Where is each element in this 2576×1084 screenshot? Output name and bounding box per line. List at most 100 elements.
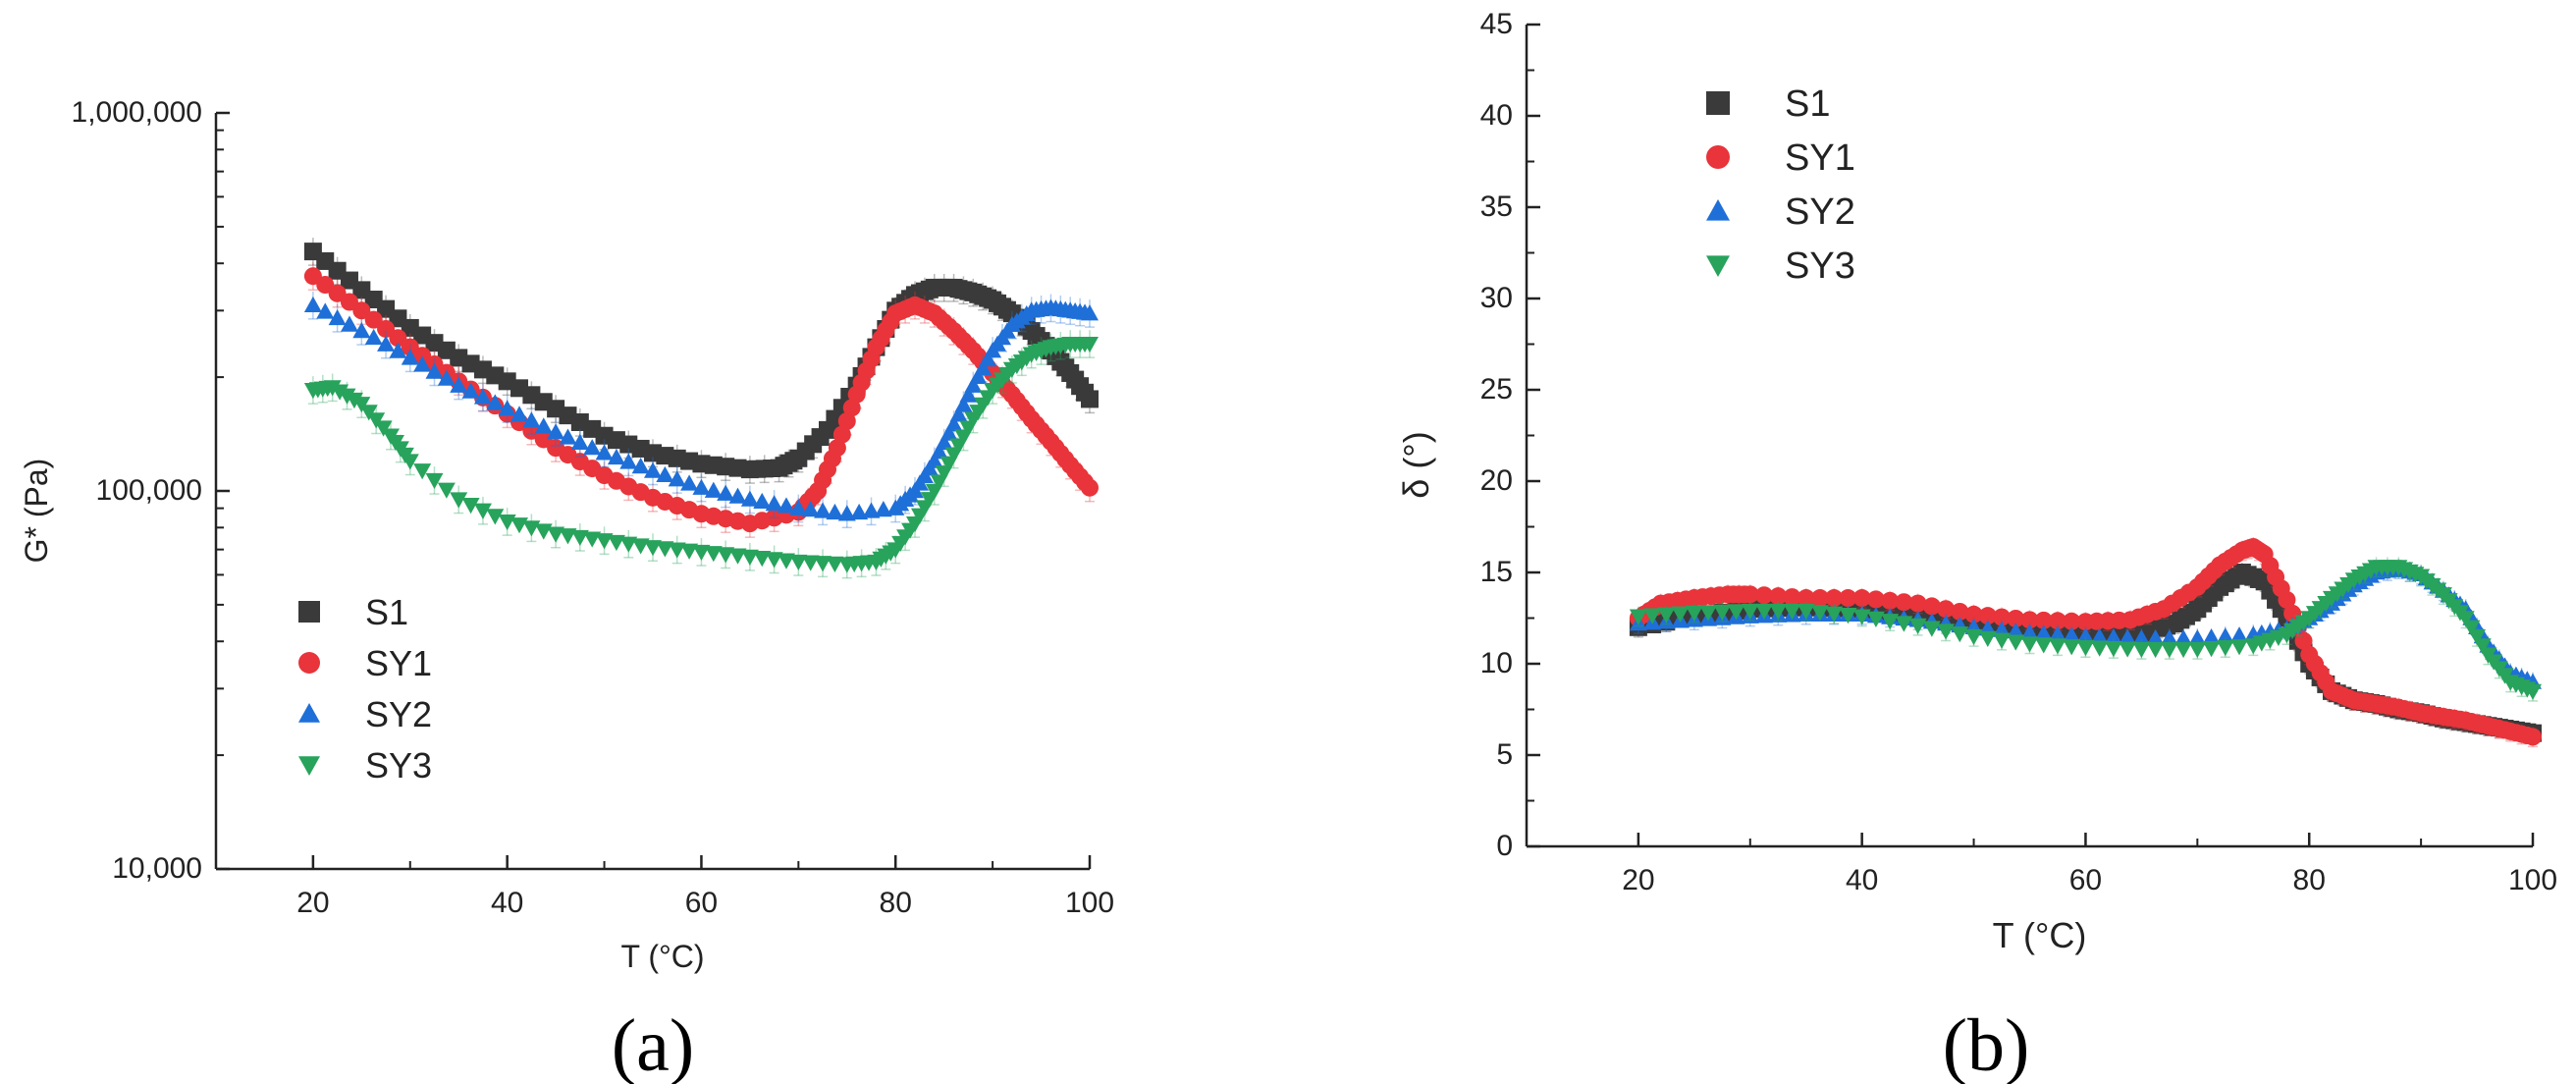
- legend-marker-SY2: [1706, 199, 1730, 221]
- x-tick-label: 20: [1622, 864, 1654, 896]
- panel-b-label: (b): [1943, 1004, 2030, 1084]
- data-point-fill: [473, 503, 492, 519]
- data-point-fill: [979, 351, 997, 367]
- x-tick-label: 100: [2508, 864, 2557, 896]
- data-point-fill: [717, 484, 735, 501]
- data-point-fill: [2104, 628, 2122, 645]
- data-point-fill: [862, 502, 881, 518]
- legend-marker-S1: [1706, 91, 1730, 115]
- y-tick-label: 40: [1480, 99, 1513, 132]
- y-tick-label: 35: [1480, 190, 1513, 223]
- data-point-fill: [1993, 632, 2012, 649]
- data-point: [828, 439, 846, 458]
- data-point-fill: [2119, 641, 2137, 658]
- data-point-fill: [1839, 589, 1857, 608]
- data-point: [644, 461, 662, 478]
- data-point-fill: [1839, 608, 1857, 624]
- data-point-fill: [345, 392, 363, 409]
- data-point-fill: [801, 501, 820, 517]
- data-point: [1685, 605, 1703, 622]
- legend-marker-SY2: [298, 703, 320, 723]
- data-point: [2020, 623, 2039, 640]
- legend-label-SY3: SY3: [1785, 245, 1855, 287]
- data-point-fill: [765, 552, 783, 569]
- data-point: [692, 478, 711, 495]
- y-tick-label: 15: [1480, 556, 1513, 588]
- data-point-fill: [389, 329, 407, 348]
- data-point-fill: [2216, 627, 2234, 644]
- data-point-fill: [656, 465, 674, 483]
- data-point: [789, 554, 808, 571]
- data-point-fill: [2202, 628, 2221, 645]
- data-point: [789, 499, 808, 515]
- data-point-fill: [331, 384, 349, 401]
- series-SY1: [1629, 536, 2542, 748]
- data-point: [323, 380, 342, 397]
- data-point-fill: [510, 406, 529, 422]
- data-point: [352, 322, 371, 339]
- data-point-fill: [607, 448, 625, 465]
- data-point-fill: [328, 308, 347, 326]
- data-point-fill: [2034, 624, 2053, 641]
- data-point-fill: [2174, 628, 2193, 646]
- data-point-fill: [359, 405, 378, 421]
- data-point-fill: [1881, 614, 1900, 630]
- data-point-fill: [1825, 606, 1844, 623]
- data-point-fill: [728, 487, 747, 504]
- data-point-fill: [413, 463, 432, 480]
- data-point: [498, 400, 516, 416]
- data-point-fill: [2468, 628, 2487, 646]
- data-point-fill: [1671, 606, 1690, 623]
- data-point-fill: [2090, 640, 2109, 657]
- data-point-fill: [2034, 611, 2053, 629]
- data-point-fill: [1810, 589, 1829, 608]
- data-point-fill: [619, 453, 638, 469]
- data-point-fill: [2007, 622, 2025, 639]
- y-axis-title: δ (°): [1396, 431, 1436, 498]
- legend-marker-S1: [298, 601, 320, 623]
- data-point: [595, 444, 614, 461]
- panel-a-label: (a): [612, 1004, 694, 1084]
- data-point: [740, 549, 759, 566]
- data-point-fill: [777, 553, 795, 569]
- legend-label-SY3: SY3: [365, 745, 432, 786]
- series-SY3: [1629, 557, 2542, 702]
- data-point-fill: [1978, 607, 1997, 625]
- data-point-fill: [837, 411, 856, 430]
- data-point-fill: [340, 315, 358, 332]
- data-point-fill: [974, 358, 993, 376]
- data-point-fill: [939, 424, 958, 441]
- series-SY3: [303, 330, 1099, 579]
- data-point-fill: [338, 388, 356, 405]
- data-point-fill: [607, 534, 625, 552]
- data-point-fill: [1755, 586, 1774, 605]
- data-point-fill: [680, 474, 699, 491]
- data-point-fill: [874, 501, 892, 517]
- y-tick-label: 1,000,000: [72, 96, 202, 129]
- data-point-fill: [2230, 639, 2249, 656]
- data-point: [1964, 628, 1983, 646]
- data-point-fill: [316, 302, 335, 319]
- data-point-fill: [1755, 603, 1774, 621]
- data-point-fill: [522, 411, 541, 428]
- x-tick-label: 40: [491, 887, 523, 919]
- data-point: [2076, 627, 2095, 644]
- data-point: [401, 454, 419, 470]
- data-point: [1081, 304, 1099, 321]
- data-point: [1741, 585, 1759, 604]
- data-point-fill: [2174, 641, 2193, 659]
- x-tick-label: 60: [2069, 864, 2102, 896]
- data-point-fill: [2007, 609, 2025, 627]
- data-point-fill: [559, 428, 577, 445]
- data-point: [1081, 478, 1099, 497]
- data-point-fill: [842, 399, 861, 417]
- y-tick-label: 100,000: [96, 474, 202, 507]
- data-point-fill: [631, 458, 650, 474]
- data-point-fill: [1866, 590, 1885, 609]
- data-point: [644, 540, 662, 557]
- data-point-fill: [826, 503, 844, 520]
- data-point-fill: [1769, 603, 1788, 621]
- data-point-fill: [1978, 630, 1997, 647]
- data-point-fill: [1713, 604, 1732, 621]
- legend-label-S1: S1: [1785, 83, 1830, 125]
